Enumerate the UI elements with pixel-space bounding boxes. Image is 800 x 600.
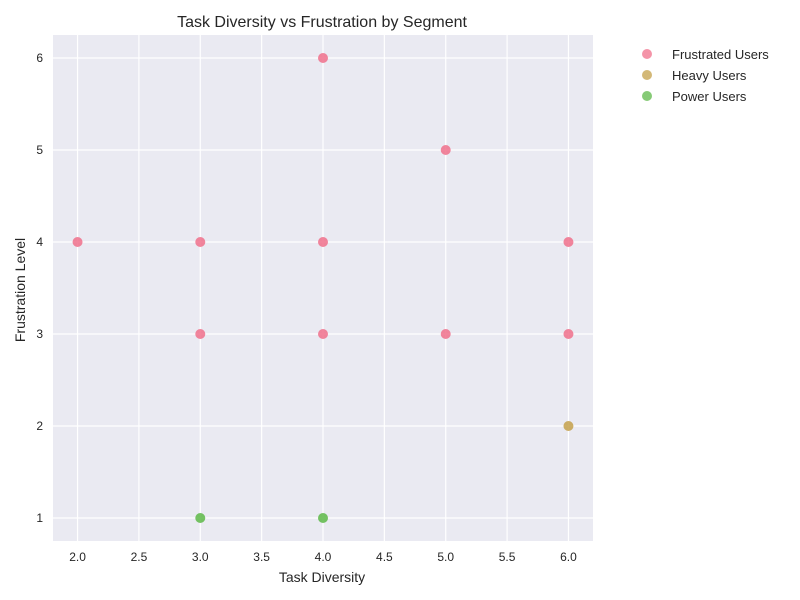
legend-label: Frustrated Users bbox=[672, 47, 769, 62]
point-heavy-users bbox=[563, 421, 574, 431]
point-frustrated-users bbox=[195, 237, 206, 247]
x-axis-label: Task Diversity bbox=[279, 569, 365, 585]
point-power-users bbox=[318, 513, 328, 523]
legend-label: Power Users bbox=[672, 89, 747, 104]
y-tick-label: 6 bbox=[36, 51, 43, 65]
point-frustrated-users bbox=[563, 329, 574, 339]
legend-label: Heavy Users bbox=[672, 68, 747, 83]
y-tick-label: 2 bbox=[36, 419, 43, 433]
point-frustrated-users bbox=[318, 237, 328, 247]
point-power-users bbox=[195, 513, 206, 523]
point-frustrated-users bbox=[195, 329, 206, 339]
x-tick-label: 3.5 bbox=[253, 550, 270, 564]
chart-title: Task Diversity vs Frustration by Segment bbox=[177, 14, 467, 31]
point-frustrated-users bbox=[440, 145, 451, 155]
x-tick-label: 2.5 bbox=[131, 550, 148, 564]
x-tick-label: 2.0 bbox=[69, 550, 86, 564]
point-frustrated-users bbox=[563, 237, 574, 247]
x-tick-label: 6.0 bbox=[560, 550, 577, 564]
y-axis-label: Frustration Level bbox=[12, 238, 28, 342]
x-tick-label: 4.5 bbox=[376, 550, 393, 564]
y-tick-label: 3 bbox=[36, 327, 43, 341]
legend-marker bbox=[642, 91, 652, 101]
point-frustrated-users bbox=[318, 53, 328, 63]
y-tick-label: 1 bbox=[36, 511, 43, 525]
x-tick-label: 5.5 bbox=[499, 550, 516, 564]
legend: Frustrated Users Heavy Users Power Users bbox=[642, 47, 769, 104]
x-tick-label: 5.0 bbox=[437, 550, 454, 564]
y-tick-labels: 1 2 3 4 5 6 bbox=[36, 51, 43, 525]
x-tick-label: 3.0 bbox=[192, 550, 209, 564]
x-tick-label: 4.0 bbox=[315, 550, 332, 564]
legend-marker bbox=[642, 70, 652, 80]
legend-marker bbox=[642, 49, 652, 59]
point-frustrated-users bbox=[318, 329, 328, 339]
point-frustrated-users bbox=[440, 329, 451, 339]
y-tick-label: 5 bbox=[36, 143, 43, 157]
data-points bbox=[72, 53, 574, 523]
point-frustrated-users bbox=[72, 237, 83, 247]
y-tick-label: 4 bbox=[36, 235, 43, 249]
x-tick-labels: 2.0 2.5 3.0 3.5 4.0 4.5 5.0 5.5 6.0 bbox=[69, 550, 577, 564]
